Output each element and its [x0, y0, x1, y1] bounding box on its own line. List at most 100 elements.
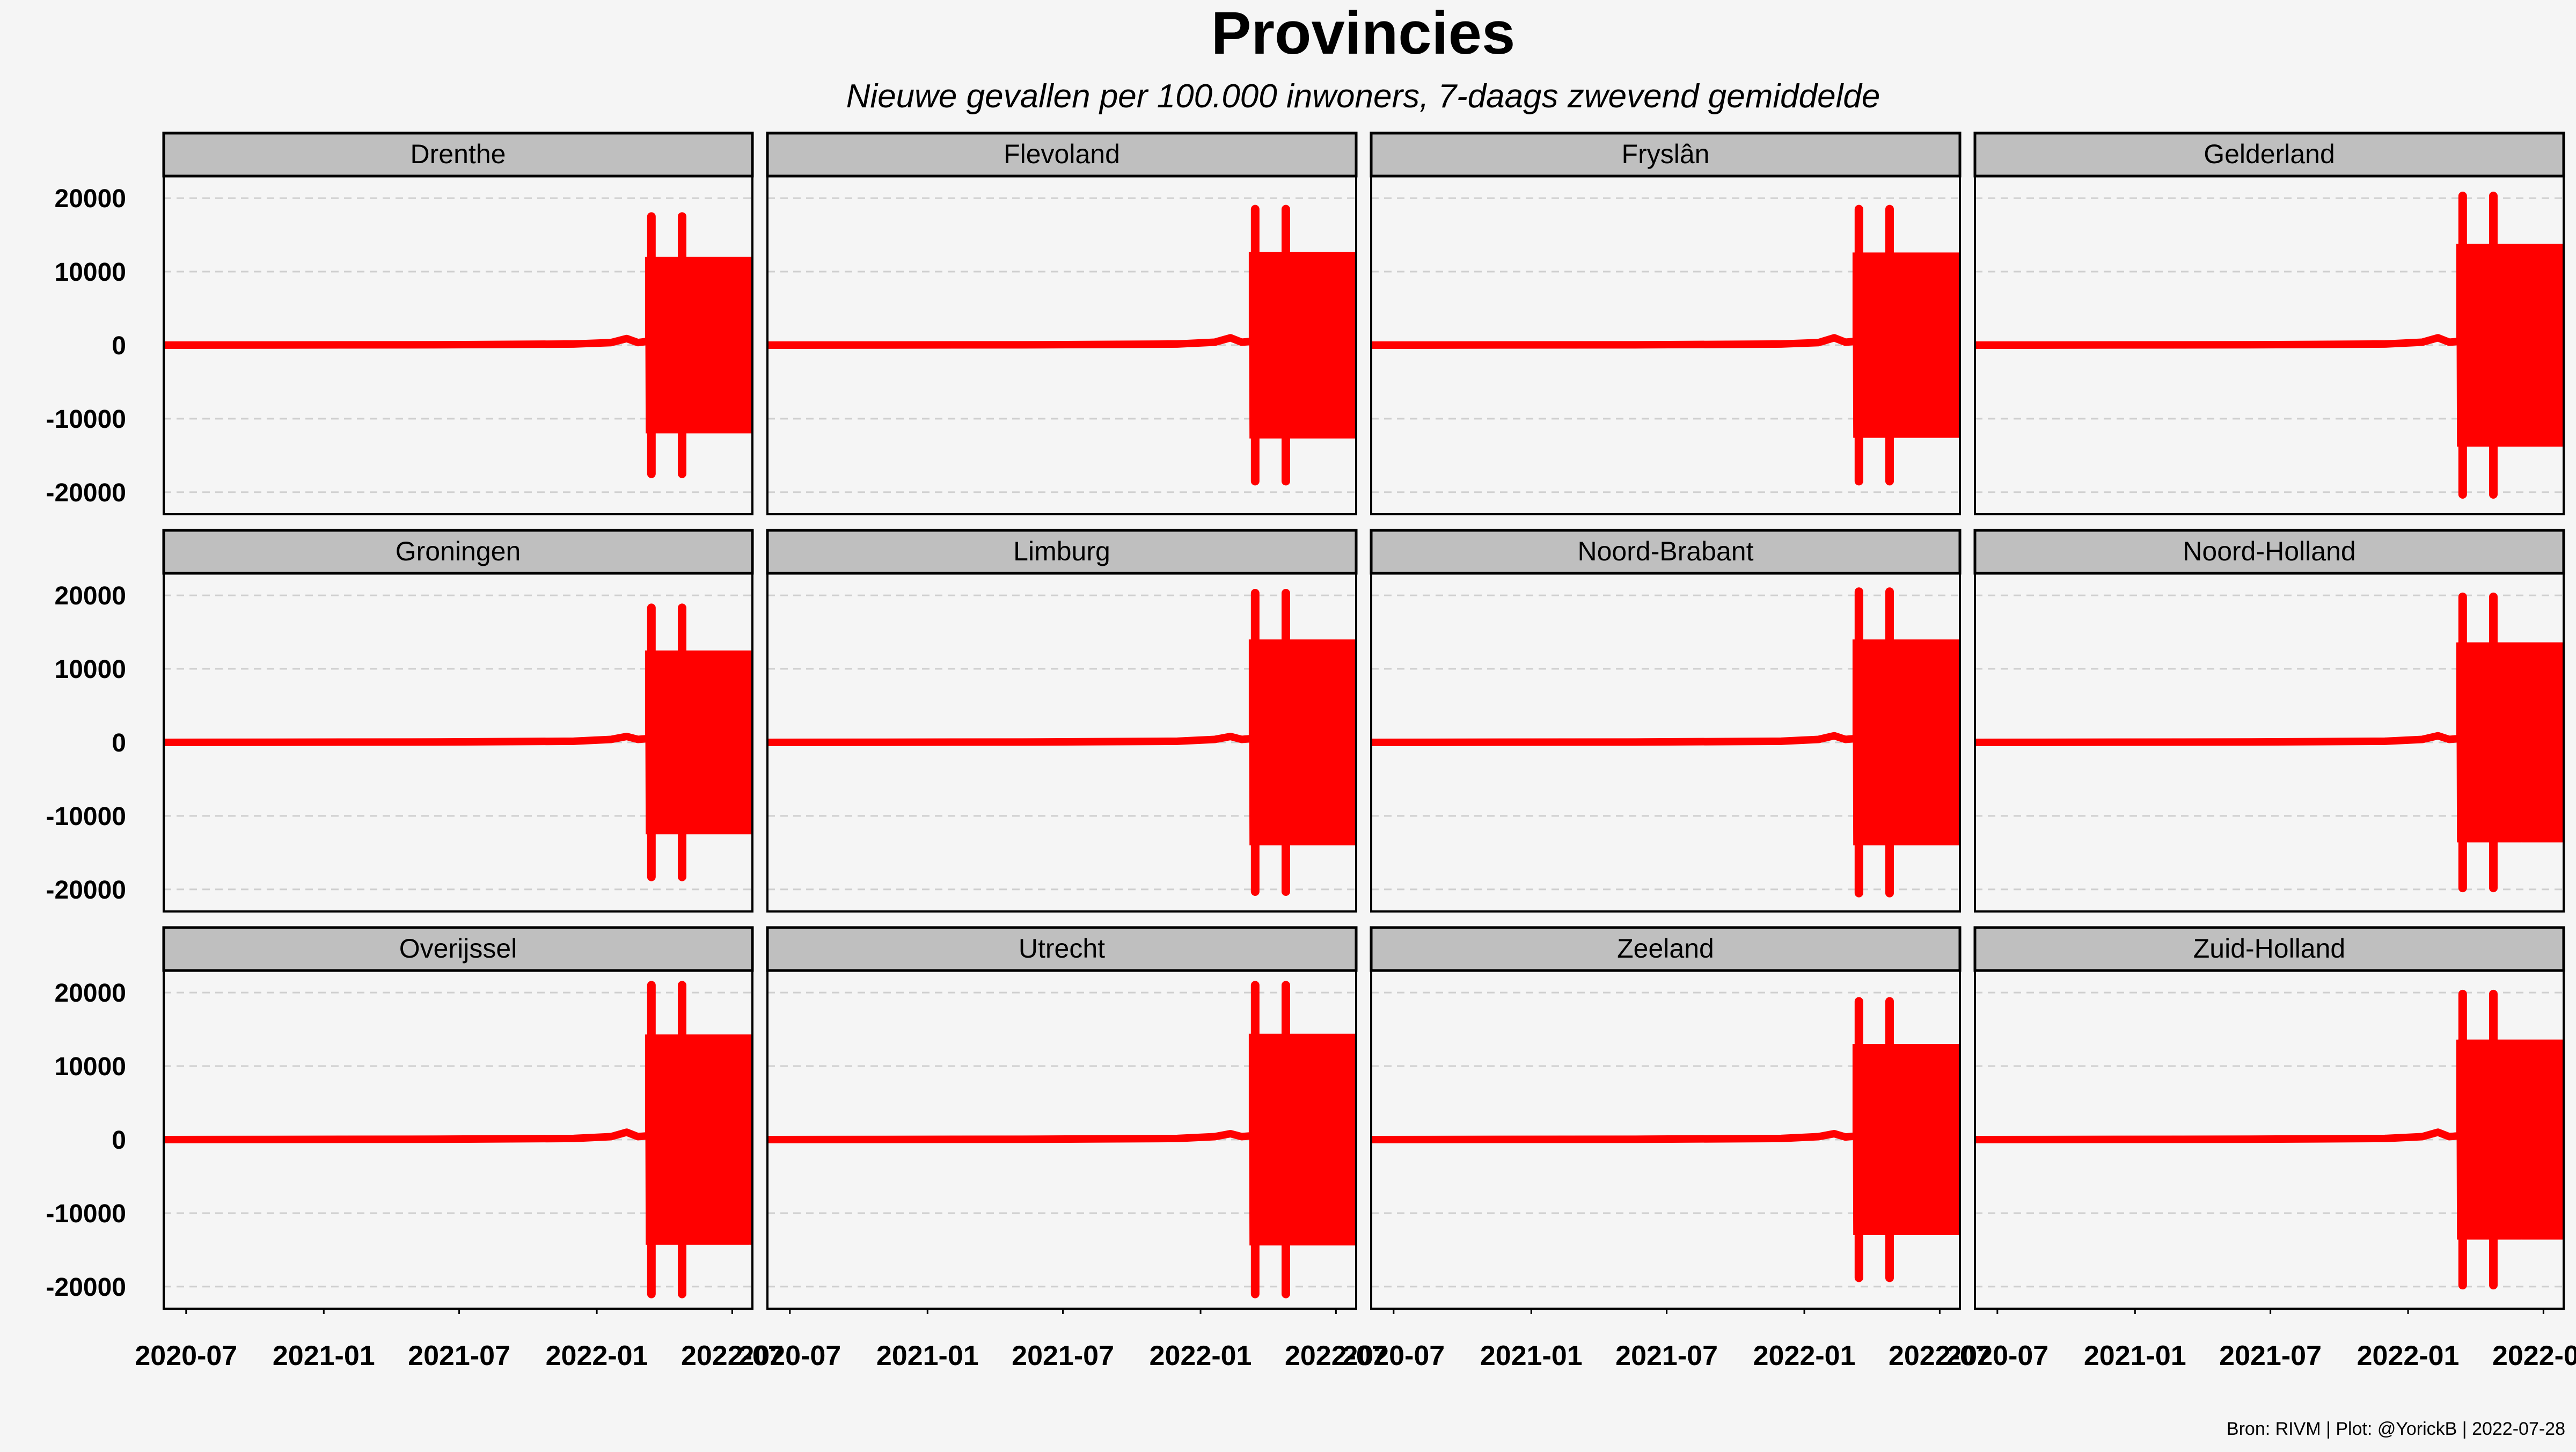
- panel-label: Drenthe: [411, 139, 506, 169]
- x-tick-label: 2021-01: [876, 1340, 979, 1371]
- panel-flevoland: Flevoland: [766, 132, 1358, 515]
- x-tick-label: 2020-07: [135, 1340, 237, 1371]
- panel-strip: [162, 926, 754, 972]
- y-tick-label: -20000: [46, 479, 126, 507]
- series-line-oscillation: [645, 1034, 752, 1245]
- chart-subtitle: Nieuwe gevallen per 100.000 inwoners, 7-…: [846, 78, 1880, 115]
- series-line-baseline: [164, 334, 650, 349]
- y-tick-label: 20000: [55, 979, 126, 1008]
- panel-border: [766, 175, 1357, 515]
- series-group: [164, 981, 752, 1298]
- x-tick-label: 2022-01: [2357, 1340, 2460, 1371]
- y-tick-label: 10000: [55, 258, 126, 287]
- x-tick-label: 2022-01: [546, 1340, 648, 1371]
- panel-label: Noord-Brabant: [1578, 536, 1754, 566]
- series-line-oscillation: [1248, 1033, 1356, 1246]
- panel-label: Overijssel: [399, 933, 517, 964]
- panel-border: [1370, 572, 1961, 913]
- series-group: [164, 603, 752, 881]
- series-line-oscillation: [1248, 639, 1356, 845]
- panel-label: Noord-Holland: [2183, 536, 2355, 566]
- series-line-oscillation: [645, 257, 752, 434]
- panel-utrecht: Utrecht: [766, 926, 1358, 1310]
- series-group: [164, 212, 752, 478]
- panel-zuid-holland: Zuid-Holland: [1973, 926, 2565, 1310]
- series-group: [1371, 997, 1960, 1282]
- x-tick-label: 2021-01: [1480, 1340, 1583, 1371]
- series-line-baseline: [767, 733, 1254, 746]
- series-line-oscillation: [645, 650, 752, 835]
- y-tick-label: 20000: [55, 185, 126, 213]
- series-line-baseline: [1371, 1130, 1858, 1143]
- series-line-baseline: [1975, 334, 2462, 349]
- panel-drenthe: Drenthe 20000 10000 0 -10000 -20000: [46, 132, 754, 515]
- x-axes: 2020-07 2021-01 2021-07 2022-01 2022-072020-…: [135, 1309, 2576, 1371]
- panel-groningen: Groningen 20000 10000 0 -10000 -20000: [46, 529, 754, 913]
- panel-strip: [766, 529, 1358, 575]
- panel-label: Groningen: [396, 536, 521, 566]
- panel-border: [1370, 969, 1961, 1310]
- series-line-oscillation: [1852, 252, 1960, 438]
- series-group: [767, 981, 1356, 1298]
- x-tick-label: 2020-07: [1946, 1340, 2048, 1371]
- series-group: [1371, 587, 1960, 898]
- series-group: [1975, 191, 2564, 499]
- panel-strip: [162, 132, 754, 178]
- panel-label: Gelderland: [2204, 139, 2335, 169]
- panel-border: [1974, 969, 2565, 1310]
- x-tick-label: 2022-07: [681, 1340, 784, 1371]
- chart-title: Provincies: [1211, 0, 1516, 67]
- series-group: [1975, 592, 2564, 893]
- y-tick-label: -10000: [46, 802, 126, 831]
- series-line-baseline: [1371, 732, 1858, 746]
- series-group: [1371, 205, 1960, 486]
- panel-border: [1974, 175, 2565, 515]
- series-line-oscillation: [1852, 1044, 1960, 1236]
- panel-strip: [1370, 926, 1962, 972]
- x-tick-label: 2022-07: [2492, 1340, 2576, 1371]
- series-line-oscillation: [2456, 642, 2564, 843]
- x-tick-label: 2021-01: [273, 1340, 375, 1371]
- y-tick-label: 20000: [55, 582, 126, 610]
- series-line-baseline: [1371, 334, 1858, 349]
- facet-panels: Drenthe 20000 10000 0 -10000 -20000 Flevoland F…: [46, 132, 2565, 1310]
- x-tick-label: 2022-07: [1889, 1340, 1991, 1371]
- panel-gelderland: Gelderland: [1973, 132, 2565, 515]
- series-group: [767, 588, 1356, 896]
- y-tick-label: 0: [112, 729, 126, 757]
- y-tick-label: -20000: [46, 1273, 126, 1302]
- panel-label: Limburg: [1013, 536, 1110, 566]
- panel-label: Flevoland: [1004, 139, 1120, 169]
- panel-border: [1974, 572, 2565, 913]
- x-tick-label: 2021-07: [1012, 1340, 1114, 1371]
- y-tick-label: 0: [112, 1126, 126, 1155]
- panel-strip: [162, 529, 754, 575]
- panel-strip: [766, 926, 1358, 972]
- x-tick-label: 2020-07: [738, 1340, 841, 1371]
- panel-noord-brabant: Noord-Brabant: [1370, 529, 1962, 913]
- series-line-baseline: [1975, 1128, 2462, 1143]
- series-group: [1975, 989, 2564, 1290]
- panel-border: [163, 969, 753, 1310]
- x-tick-label: 2021-07: [2219, 1340, 2322, 1371]
- panel-border: [163, 572, 753, 913]
- panel-overijssel: Overijssel 20000 10000 0 -10000 -20000: [46, 926, 754, 1310]
- panel-strip: [1973, 926, 2565, 972]
- series-line-oscillation: [1852, 639, 1960, 845]
- series-line-baseline: [1975, 732, 2462, 746]
- series-line-baseline: [767, 1130, 1254, 1143]
- x-tick-label: 2021-07: [1615, 1340, 1718, 1371]
- y-tick-label: 10000: [55, 655, 126, 684]
- y-tick-label: -20000: [46, 876, 126, 904]
- panel-border: [766, 572, 1357, 913]
- panel-noord-holland: Noord-Holland: [1973, 529, 2565, 913]
- y-tick-label: 10000: [55, 1053, 126, 1081]
- panel-limburg: Limburg: [766, 529, 1358, 913]
- series-line-baseline: [164, 1128, 650, 1143]
- x-tick-label: 2021-07: [408, 1340, 510, 1371]
- series-group: [767, 205, 1356, 486]
- panel-label: Zuid-Holland: [2193, 933, 2345, 964]
- series-line-oscillation: [2456, 1039, 2564, 1240]
